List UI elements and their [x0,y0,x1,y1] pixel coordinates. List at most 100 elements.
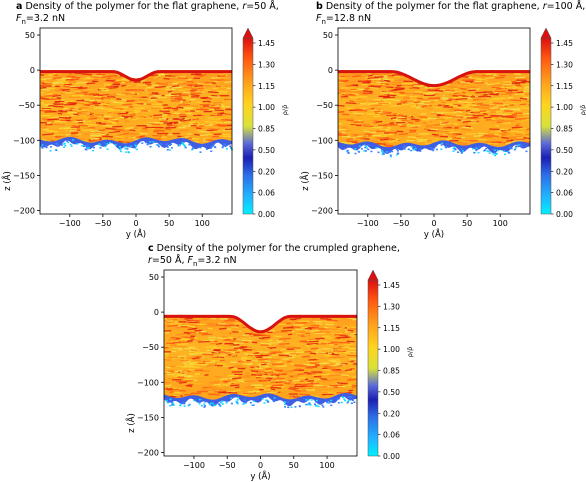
fringe-speckle [338,397,341,400]
density-streak [341,374,350,377]
fringe-speckle [135,148,138,151]
fringe-speckle [403,148,406,150]
density-streak [377,111,383,114]
density-streak [273,377,285,380]
fringe-speckle [430,148,433,150]
fringe-speckle [183,144,186,147]
density-streak [362,90,373,93]
density-streak [351,75,361,78]
y-axis-label: z (Å) [125,413,137,433]
density-streak [186,78,192,82]
fringe-speckle [198,398,201,401]
density-streak [460,87,467,91]
density-streak [202,100,210,103]
density-streak [221,340,233,343]
y-tick-label: −150 [13,171,35,180]
fringe-speckle [385,151,388,153]
density-streak [86,82,96,85]
fringe-speckle [375,146,377,149]
fringe-speckle [99,144,102,147]
fringe-speckle [243,402,246,405]
fringe-speckle [170,404,173,406]
density-streak [130,117,137,120]
density-streak [431,128,439,131]
density-streak [230,384,240,387]
x-axis-label: y (Å) [126,228,146,240]
y-tick-label: −150 [137,413,159,422]
density-streak [180,93,190,95]
density-streak [401,103,409,106]
fringe-speckle [187,404,190,407]
density-streak [152,103,163,106]
density-streak [437,117,444,120]
density-streak [153,114,163,117]
x-tick-label: −50 [94,219,111,228]
density-streak [407,102,416,105]
colorbar-tick-label: 1.30 [383,302,400,311]
density-streak [194,329,203,332]
density-streak [331,384,343,387]
colorbar-tick-label: 0.50 [258,146,275,155]
density-streak [448,108,460,111]
density-streak [40,96,46,99]
density-streak [403,97,411,100]
fringe-speckle [210,150,213,152]
density-streak [202,353,214,356]
density-streak [183,365,195,368]
density-streak [520,107,530,110]
density-streak [167,90,173,93]
density-streak [372,119,379,122]
density-streak [453,112,463,115]
density-streak [379,73,387,76]
density-streak [194,85,203,87]
density-streak [272,385,285,388]
fringe-speckle [84,148,87,151]
surface-edge-line [40,70,232,82]
density-streak [372,140,378,143]
fringe-speckle [440,144,443,146]
density-streak [406,88,412,91]
fringe-speckle [353,401,356,403]
fringe-speckle [119,149,122,151]
density-streak [134,128,141,131]
density-streak [190,356,197,359]
density-streak [44,74,50,77]
density-streak [338,326,345,329]
fringe-speckle [63,142,66,145]
density-streak [172,85,180,88]
density-streak [346,84,353,87]
density-streak [86,78,94,82]
density-streak [336,382,348,385]
density-streak [430,112,437,115]
density-streak [196,86,206,89]
density-streak [325,354,332,357]
fringe-speckle [166,146,169,148]
fringe-speckle [126,145,129,148]
density-streak [351,342,357,345]
density-streak [397,114,404,117]
density-streak [297,334,306,337]
density-streak [109,100,117,103]
density-streak [171,93,182,96]
fringe-speckle [315,399,318,402]
fringe-speckle [314,403,316,405]
density-streak [164,384,172,387]
fringe-speckle [346,150,349,153]
density-streak [200,330,207,333]
density-streak [363,92,375,95]
density-streak [164,128,172,131]
density-streak [126,132,136,135]
density-streak [52,105,64,108]
density-streak [347,329,354,332]
density-streak [210,94,218,97]
density-streak [192,375,205,378]
x-tick-label: 50 [164,219,174,228]
density-streak [207,127,220,130]
density-streak [107,95,116,98]
colorbar-label: ρ/ρ̄ [579,105,586,115]
density-streak [427,89,438,92]
density-streak [159,118,166,120]
fringe-speckle [310,399,313,401]
fringe-speckle [261,398,264,400]
density-streak [506,139,514,142]
